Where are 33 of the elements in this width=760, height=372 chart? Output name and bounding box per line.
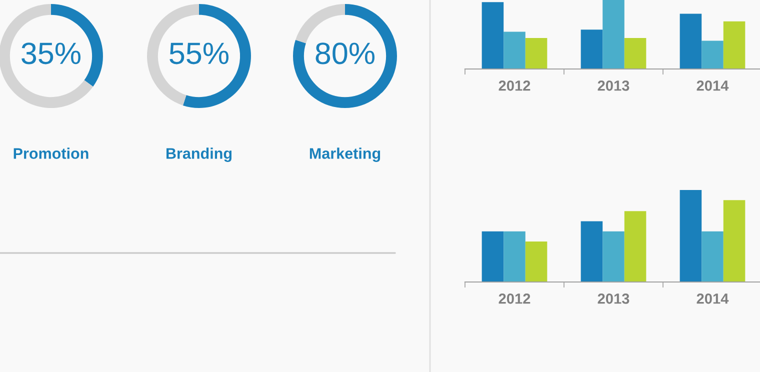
bar — [504, 231, 526, 282]
data-label: 80% — [316, 42, 374, 64]
bar — [602, 231, 624, 282]
x-tick-label: 2014 — [696, 293, 729, 304]
bar — [624, 38, 646, 69]
bar — [525, 242, 548, 282]
bar — [525, 38, 548, 69]
bar — [680, 190, 702, 282]
text: Promotion — [14, 148, 88, 159]
bar — [624, 211, 646, 282]
bar — [602, 0, 624, 69]
x-tick-label: 2012 — [498, 293, 530, 304]
bar — [482, 2, 504, 69]
bar — [702, 40, 724, 69]
bar — [580, 221, 603, 282]
donut-slice — [296, 4, 345, 44]
data-label: 35% — [22, 42, 80, 64]
bar — [723, 21, 746, 69]
bar — [504, 32, 526, 69]
text: Marketing — [310, 148, 380, 162]
bar — [723, 200, 746, 282]
bar — [580, 30, 603, 69]
x-tick-label: 2013 — [598, 80, 630, 91]
donut-slice — [0, 4, 94, 108]
x-tick-label: 2012 — [498, 80, 530, 91]
bar — [482, 231, 504, 282]
bar — [680, 14, 702, 69]
data-label: 55% — [170, 42, 228, 64]
bar — [702, 231, 724, 282]
text: Branding — [166, 148, 232, 162]
donut-slice — [293, 4, 397, 108]
x-tick-label: 2014 — [696, 80, 729, 91]
x-tick-label: 2013 — [598, 293, 630, 304]
